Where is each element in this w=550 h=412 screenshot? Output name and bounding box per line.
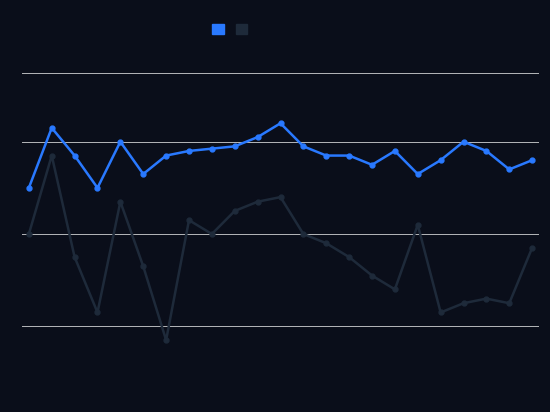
Legend: , : , — [207, 19, 255, 42]
